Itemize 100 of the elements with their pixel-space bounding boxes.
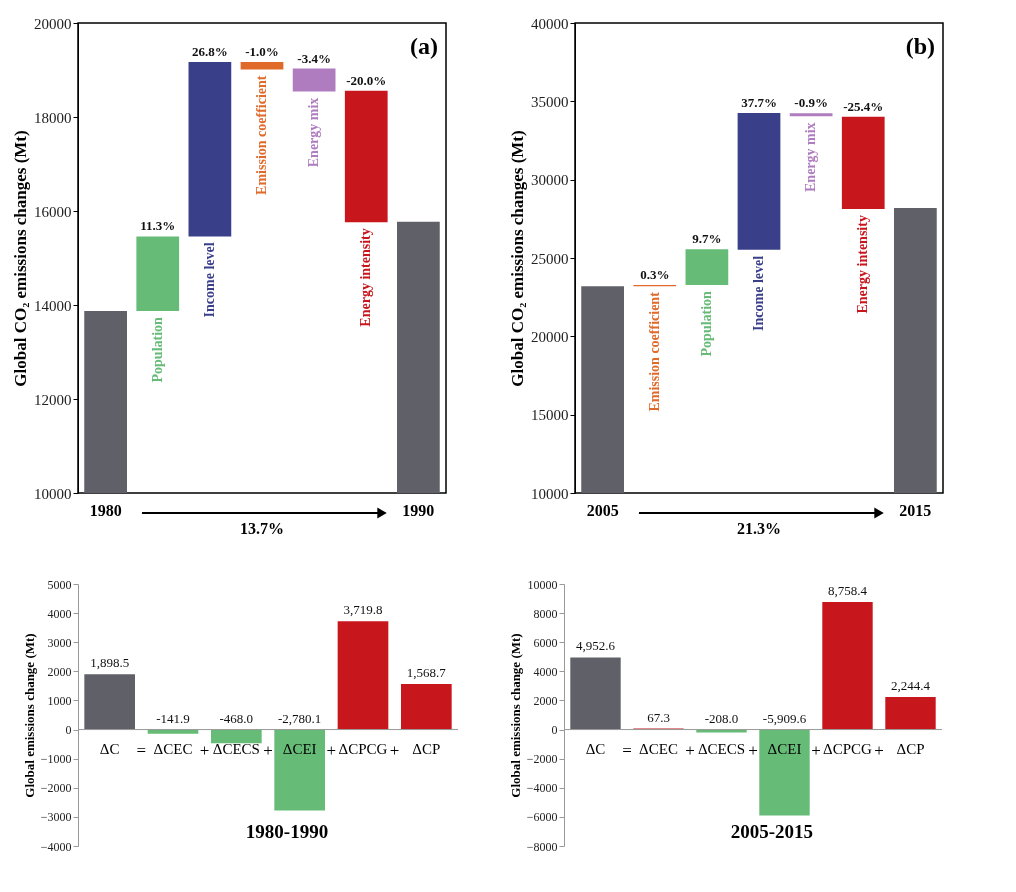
y-tick-label: 35000 [531, 93, 569, 110]
x-tick-label: ΔCECS [697, 740, 746, 757]
text: 21.3% [737, 520, 781, 537]
x-tick-label: 2005 [586, 502, 619, 519]
x-axis-title: 1980-1990 [245, 821, 329, 842]
x-tick-label: ΔCEC [153, 740, 193, 757]
data-label: -5,909.6 [762, 710, 807, 726]
y-tick-label: 12000 [34, 391, 72, 408]
x-tick-label: ΔCPCG [823, 740, 873, 757]
annotation: + [389, 740, 400, 760]
x-tick-label: Population [698, 290, 714, 357]
y-tick-label: 10000 [527, 577, 558, 592]
x-tick-label: Income level [751, 255, 766, 331]
annotation: + [326, 740, 337, 760]
y-tick-label: −6000 [526, 810, 558, 825]
x-tick-label: Emission coefficient [254, 75, 269, 195]
y-tick-label: 0 [65, 723, 72, 738]
y-tick-label: 6000 [533, 635, 558, 650]
annotation: 26.8% [192, 44, 228, 60]
data-label: 3,719.8 [343, 602, 383, 618]
x-tick-label: Energy intensity [358, 228, 374, 327]
y-axis-title: Global emissions change (Mt) [507, 633, 523, 798]
x-tick-label: 1980 [89, 502, 122, 519]
x-tick-label: Population [149, 316, 165, 383]
annotation: + [748, 740, 758, 760]
annotation: + [874, 740, 884, 760]
annotation: + [199, 740, 210, 760]
x-tick-label: ΔC [99, 740, 120, 757]
y-tick-label: 30000 [531, 172, 569, 189]
y-tick-label: 5000 [47, 577, 72, 592]
data-label: 2,244.4 [891, 677, 931, 693]
data-label: -141.9 [156, 710, 190, 726]
data-label: 67.3 [647, 709, 670, 725]
y-tick-label: −1000 [40, 752, 72, 767]
y-tick-label: −4000 [526, 781, 558, 796]
x-tick-label: 2015 [899, 502, 932, 519]
x-tick-label: Energy intensity [855, 215, 871, 314]
x-tick-label: ΔCEI [282, 740, 317, 757]
y-tick-label: 14000 [34, 297, 72, 314]
annotation: + [685, 740, 695, 760]
y-tick-label: 10000 [34, 485, 72, 502]
x-tick-label: Emission coefficient [646, 291, 662, 412]
y-tick-label: 16000 [34, 203, 72, 220]
x-tick-label: Income level [201, 242, 217, 318]
annotation: -0.9% [794, 95, 828, 111]
data-label: -2,780.1 [277, 710, 322, 726]
text: 13.7% [240, 520, 284, 537]
x-tick-label: ΔCP [412, 740, 441, 757]
annotation: 9.7% [692, 231, 722, 247]
y-tick-label: 15000 [531, 407, 569, 424]
annotation: (a) [410, 33, 438, 59]
annotation: 37.7% [741, 94, 777, 110]
y-tick-label: 3000 [47, 635, 72, 650]
y-tick-label: 20000 [34, 15, 72, 32]
y-tick-label: 4000 [47, 606, 72, 621]
y-tick-label: 25000 [531, 250, 569, 267]
data-label: -208.0 [704, 710, 739, 726]
y-tick-label: 0 [551, 723, 558, 738]
y-tick-label: 40000 [531, 15, 569, 32]
data-label: 4,952.6 [576, 638, 616, 654]
annotation: -3.4% [297, 50, 331, 66]
y-tick-label: 1000 [47, 693, 72, 708]
annotation: (b) [905, 33, 935, 59]
y-tick-label: −2000 [526, 752, 558, 767]
data-label: 1,568.7 [406, 664, 447, 680]
y-tick-label: 2000 [533, 693, 558, 708]
y-tick-label: 4000 [533, 664, 558, 679]
annotation: -20.0% [346, 72, 387, 88]
y-tick-label: 2000 [47, 664, 72, 679]
annotation: + [811, 740, 821, 760]
x-tick-label: ΔCP [896, 740, 925, 757]
y-tick-label: −2000 [40, 781, 72, 796]
x-tick-label: Energy mix [306, 97, 322, 168]
y-axis-title: Global CO₂ emissions changes (Mt) [508, 130, 527, 387]
annotation: 0.3% [640, 267, 670, 283]
annotation: = [136, 740, 147, 760]
y-tick-label: 8000 [533, 606, 558, 621]
annotation: -1.0% [245, 44, 279, 60]
y-tick-label: 18000 [34, 109, 72, 126]
y-tick-label: −8000 [526, 839, 558, 854]
x-tick-label: ΔCECS [212, 740, 260, 757]
x-tick-label: 1990 [402, 502, 435, 519]
annotation: = [622, 740, 632, 760]
annotation: + [263, 740, 273, 760]
annotation: -25.4% [843, 98, 884, 114]
x-tick-label: ΔCPCG [338, 740, 388, 757]
y-axis-title: Global CO₂ emissions changes (Mt) [11, 130, 30, 387]
data-label: 1,898.5 [90, 655, 130, 671]
y-tick-label: 10000 [531, 485, 569, 502]
x-tick-label: Energy mix [803, 122, 819, 192]
y-tick-label: −3000 [40, 810, 72, 825]
y-axis-title: Global emissions change (Mt) [21, 633, 37, 798]
x-tick-label: ΔC [585, 740, 606, 757]
x-axis-title: 2005-2015 [730, 821, 814, 842]
y-tick-label: 20000 [531, 328, 569, 345]
data-label: -468.0 [219, 710, 254, 726]
y-tick-label: −4000 [40, 839, 72, 854]
annotation: 11.3% [140, 218, 176, 234]
x-tick-label: ΔCEC [639, 740, 678, 757]
x-tick-label: ΔCEI [767, 740, 802, 757]
